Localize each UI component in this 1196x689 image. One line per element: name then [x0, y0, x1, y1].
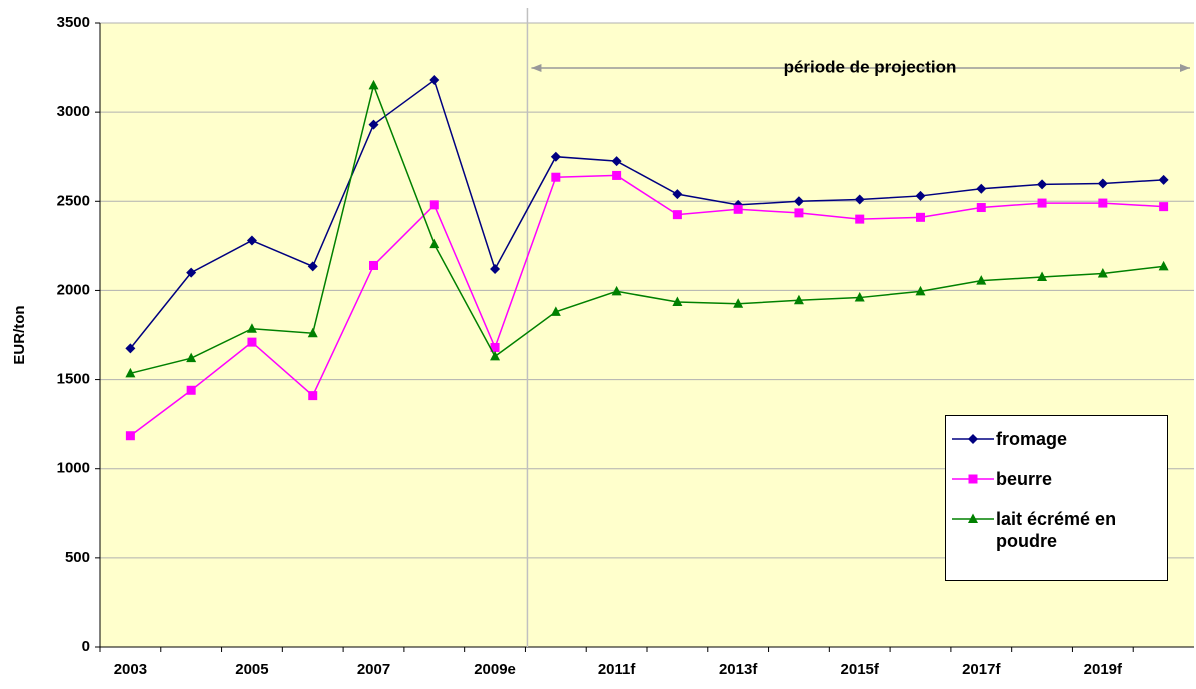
legend-label: lait écrémé en poudre	[996, 509, 1117, 551]
legend-label: fromage	[996, 429, 1068, 449]
point	[125, 367, 136, 378]
y-tick-label: 0	[82, 638, 90, 655]
point	[368, 79, 379, 90]
legend-swatch	[952, 513, 994, 523]
y-axis-label: EUR/ton	[11, 305, 28, 364]
point	[186, 385, 196, 395]
point	[550, 306, 561, 316]
point	[1097, 267, 1108, 278]
point	[429, 75, 440, 86]
point	[1098, 198, 1108, 208]
annotation: période de projection	[784, 57, 957, 76]
point	[915, 285, 926, 296]
point	[429, 238, 440, 249]
point	[125, 431, 135, 441]
x-tick-label: 2005	[235, 661, 268, 678]
point	[976, 275, 987, 285]
point	[186, 352, 197, 363]
x-tick-label: 2019f	[1084, 661, 1123, 678]
point	[611, 156, 622, 167]
y-tick-label: 3000	[57, 103, 90, 120]
point	[429, 200, 439, 210]
point	[308, 391, 318, 401]
point	[733, 204, 743, 214]
y-tick-label: 2000	[57, 281, 90, 298]
point	[551, 172, 561, 182]
legend-label: beurre	[996, 469, 1053, 489]
point	[1037, 271, 1048, 282]
x-tick-label: 2017f	[962, 661, 1001, 678]
y-tick-label: 1000	[57, 460, 90, 477]
series-line	[130, 82, 1164, 375]
x-tick-label: 2009e	[474, 661, 516, 678]
x-tick-label: 2013f	[719, 661, 758, 678]
legend-item: beurre	[950, 468, 1163, 490]
point	[368, 119, 379, 130]
point	[976, 203, 986, 213]
point	[672, 296, 683, 307]
legend: fromage beurre lait écrémé en poudre	[945, 415, 1168, 581]
point	[855, 214, 865, 224]
point	[369, 260, 378, 270]
point	[490, 342, 500, 352]
legend-swatch	[952, 474, 994, 484]
point	[1158, 260, 1169, 271]
point	[611, 285, 622, 296]
arrow-head	[1180, 64, 1190, 72]
x-tick-label: 2007	[357, 661, 390, 678]
legend-swatch	[952, 434, 994, 444]
point	[968, 474, 978, 484]
point	[307, 261, 318, 272]
x-tick-label: 2011f	[598, 661, 637, 678]
point	[307, 327, 318, 338]
x-tick-label: 2003	[114, 661, 147, 678]
point	[854, 194, 865, 205]
point	[968, 513, 978, 523]
arrow-head	[531, 64, 542, 72]
point	[794, 208, 804, 218]
y-tick-label: 1500	[57, 371, 90, 388]
legend-item: lait écrémé en poudre	[950, 508, 1163, 552]
y-tick-label: 500	[65, 549, 90, 566]
point	[793, 294, 804, 305]
point	[246, 235, 257, 246]
point	[733, 298, 744, 308]
point	[490, 350, 501, 361]
point	[976, 183, 987, 194]
point	[968, 434, 978, 444]
point	[916, 212, 925, 222]
point	[672, 189, 683, 200]
point	[1037, 198, 1047, 208]
point	[246, 323, 257, 333]
point	[1037, 179, 1048, 190]
y-tick-label: 2500	[57, 192, 90, 209]
x-tick-label: 2015f	[841, 661, 880, 678]
legend-item: fromage	[950, 428, 1163, 450]
series-line	[129, 174, 1164, 437]
point	[247, 337, 257, 347]
point	[125, 343, 136, 354]
point	[672, 210, 682, 220]
point	[1097, 178, 1108, 189]
point	[1158, 174, 1169, 185]
point	[854, 292, 865, 302]
series-line	[129, 78, 1164, 349]
point	[490, 264, 501, 275]
point	[186, 267, 197, 278]
y-tick-label: 3500	[57, 14, 90, 31]
point	[793, 196, 804, 207]
point	[550, 151, 561, 162]
point	[915, 190, 926, 201]
point	[612, 170, 622, 180]
point	[1159, 202, 1169, 212]
